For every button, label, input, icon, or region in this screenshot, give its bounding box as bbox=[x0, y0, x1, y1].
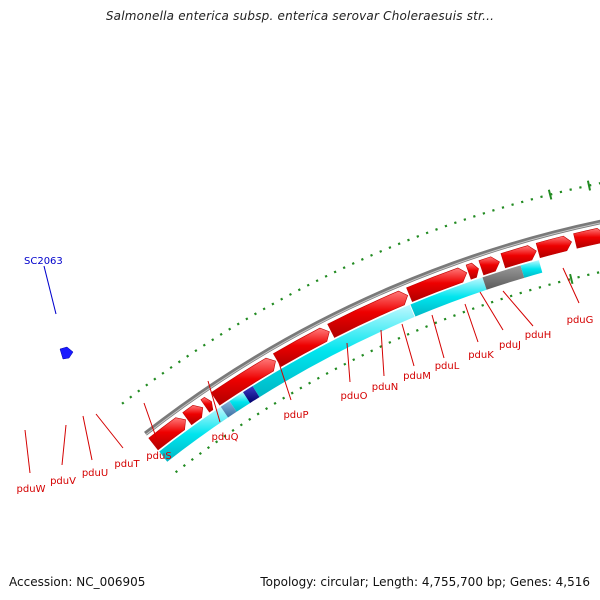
gene-label-pduT[interactable]: pduT bbox=[114, 459, 140, 470]
genome-summary-text: Topology: circular; Length: 4,755,700 bp… bbox=[260, 575, 590, 589]
scale-ring: 2143 kbp2144 kbp2145 kbp2146 kbp2147 kbp… bbox=[121, 180, 600, 405]
gene-leader-line bbox=[207, 380, 221, 423]
orf-block[interactable] bbox=[410, 277, 487, 317]
gene-leader-line bbox=[502, 290, 534, 327]
cds-forward-arrow[interactable] bbox=[210, 357, 276, 406]
orf-block[interactable] bbox=[220, 400, 237, 418]
map-title: Salmonella enterica subsp. enterica sero… bbox=[105, 9, 495, 23]
orf-block[interactable] bbox=[520, 260, 543, 278]
cds-forward-arrow[interactable] bbox=[535, 235, 572, 259]
orf-block[interactable] bbox=[243, 386, 260, 404]
gene-label-pduP[interactable]: pduP bbox=[283, 410, 308, 421]
feature-sc2063[interactable]: SC2063 bbox=[24, 256, 63, 315]
gene-label-pduW[interactable]: pduW bbox=[17, 484, 46, 495]
gene-label-pduQ[interactable]: pduQ bbox=[212, 432, 239, 443]
gene-leader-line bbox=[464, 303, 479, 343]
inner-major-ticks bbox=[569, 273, 574, 285]
scale-major-tick bbox=[586, 180, 591, 191]
gene-leader-line bbox=[479, 291, 504, 331]
gene-leader-line bbox=[380, 329, 385, 377]
orf-block[interactable] bbox=[229, 392, 251, 412]
gene-label-pduK[interactable]: pduK bbox=[468, 350, 494, 361]
scale-major-tick bbox=[547, 189, 553, 200]
gene-leader-line bbox=[401, 323, 415, 367]
orf-block[interactable] bbox=[252, 304, 415, 398]
gene-leader-line bbox=[95, 413, 124, 449]
gene-leader-line bbox=[431, 314, 445, 359]
gene-label-pduO[interactable]: pduO bbox=[341, 391, 368, 402]
feature-marker-arrow[interactable] bbox=[59, 346, 74, 360]
gene-leader-line bbox=[143, 402, 158, 441]
gene-label-pduV[interactable]: pduV bbox=[50, 476, 76, 487]
gene-label-pduS[interactable]: pduS bbox=[146, 451, 171, 462]
feature-leader-line bbox=[43, 265, 57, 315]
backbone-ring bbox=[144, 219, 600, 436]
gene-label-pduL[interactable]: pduL bbox=[435, 361, 460, 372]
cds-forward-arrow[interactable] bbox=[327, 290, 409, 338]
gene-leader-line bbox=[61, 424, 67, 466]
gene-label-pduG[interactable]: pduG bbox=[567, 315, 594, 326]
feature-label: SC2063 bbox=[24, 256, 63, 267]
gene-label-pduH[interactable]: pduH bbox=[525, 330, 552, 341]
orf-block[interactable] bbox=[159, 406, 229, 462]
gene-label-group: pduG pduH pduJ pduK pduL pduM pduN pduO pduP pduQ… bbox=[17, 267, 594, 495]
cds-forward-arrow[interactable] bbox=[148, 417, 186, 451]
orf-track bbox=[159, 260, 543, 462]
cds-forward-arrow[interactable] bbox=[406, 267, 468, 302]
gene-leader-line bbox=[24, 429, 31, 474]
gene-leader-line bbox=[346, 342, 351, 383]
cds-forward-arrow[interactable] bbox=[573, 227, 600, 249]
cds-forward-track bbox=[148, 227, 600, 451]
inner-major-tick bbox=[569, 273, 574, 285]
outer-scale-dots bbox=[121, 182, 600, 405]
gene-label-pduN[interactable]: pduN bbox=[372, 382, 399, 393]
outer-major-ticks bbox=[547, 180, 591, 200]
cds-forward-arrow[interactable] bbox=[200, 396, 214, 413]
cds-forward-arrow[interactable] bbox=[182, 404, 204, 426]
gene-leader-line bbox=[82, 415, 93, 461]
cds-forward-arrow[interactable] bbox=[478, 256, 500, 276]
gene-label-pduU[interactable]: pduU bbox=[82, 468, 108, 479]
orf-block[interactable] bbox=[482, 265, 525, 290]
gene-label-pduM[interactable]: pduM bbox=[403, 371, 431, 382]
gene-label-pduJ[interactable]: pduJ bbox=[499, 340, 521, 351]
inner-scale-dots bbox=[174, 271, 600, 474]
backbone-highlight bbox=[145, 222, 600, 435]
cds-forward-arrow[interactable] bbox=[465, 262, 479, 280]
cds-forward-arrow[interactable] bbox=[272, 327, 330, 368]
accession-text: Accession: NC_006905 bbox=[9, 575, 146, 589]
gene-leader-line bbox=[278, 362, 292, 401]
gene-leader-line bbox=[562, 267, 580, 304]
cds-forward-arrow[interactable] bbox=[500, 245, 537, 269]
